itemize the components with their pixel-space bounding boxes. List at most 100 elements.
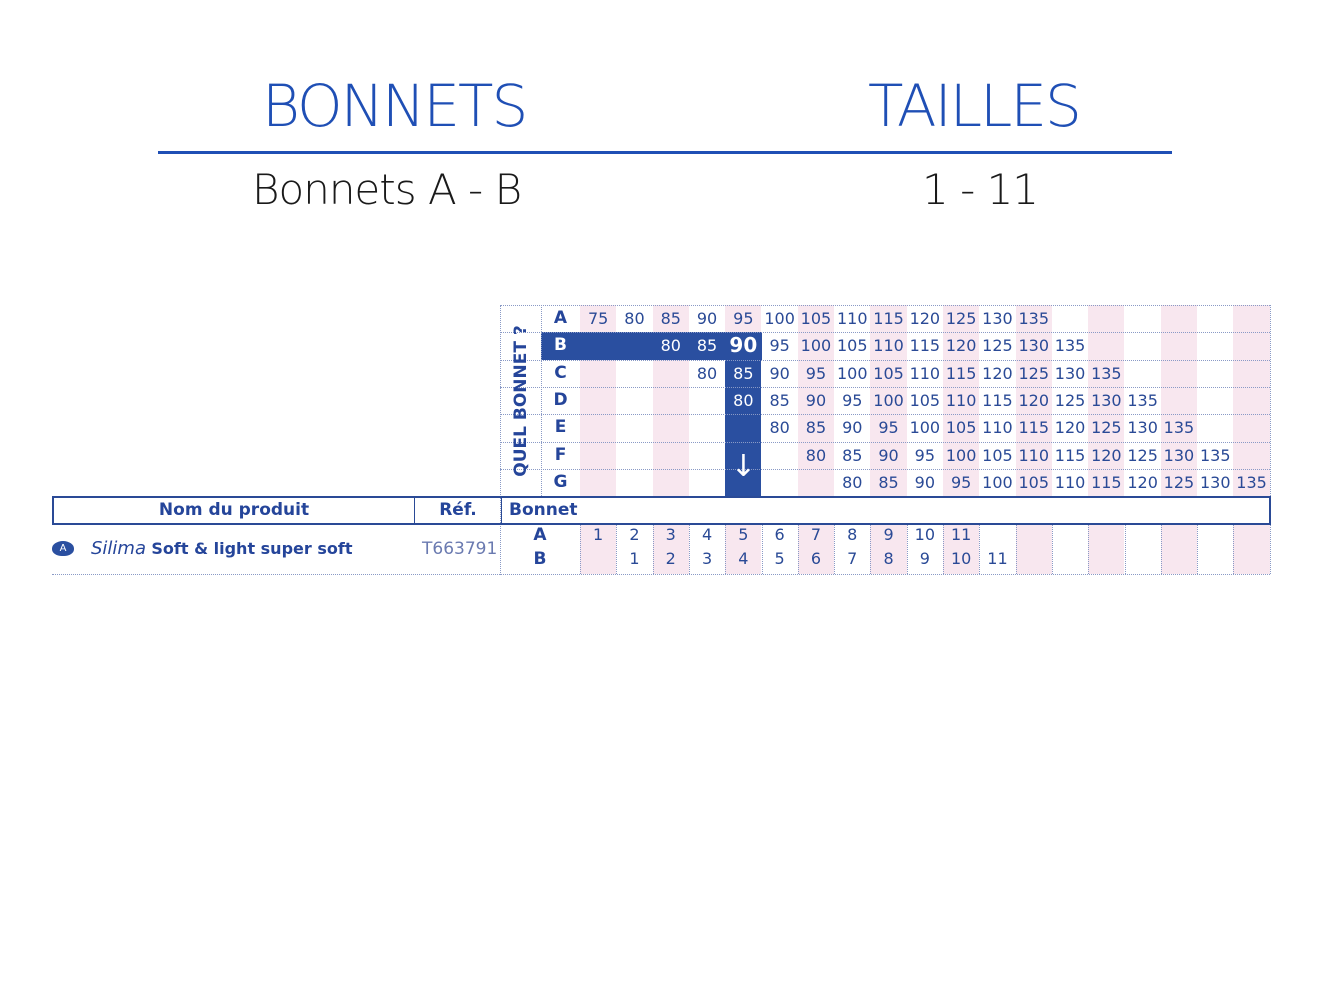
- band-size-cell: 80: [624, 309, 645, 328]
- band-size-cell: 120: [982, 363, 1013, 383]
- size-cell: 1: [629, 549, 640, 568]
- band-size-cell: 130: [1018, 336, 1050, 356]
- size-cell: 11: [987, 549, 1008, 568]
- size-cell: 11: [950, 525, 972, 544]
- band-size-cell: 120: [1018, 390, 1050, 410]
- band-size-cell: 110: [1018, 445, 1050, 465]
- size-cell: 7: [810, 525, 822, 544]
- band-size-cell: 115: [909, 336, 941, 356]
- band-size-cell: 110: [836, 309, 868, 328]
- band-size-cell: 105: [982, 445, 1013, 465]
- grid-line: [500, 305, 501, 575]
- band-size-cell: 125: [1163, 472, 1195, 492]
- band-size-cell: 120: [909, 309, 941, 328]
- band-size-cell: 80: [696, 363, 718, 383]
- band-size-cell: 135: [1199, 445, 1231, 465]
- grid-line: [500, 441, 1270, 443]
- band-size-cell: 95: [914, 445, 936, 465]
- column-stripe: [1160, 523, 1198, 574]
- size-cell: 4: [738, 549, 749, 568]
- tailles-value: 1 - 11: [922, 165, 1039, 214]
- size-cup-letter: B: [533, 549, 547, 569]
- grid-line: [688, 523, 690, 574]
- grid-line: [943, 523, 944, 574]
- band-size-cell: 100: [800, 336, 832, 356]
- band-size-cell: 95: [842, 390, 863, 410]
- band-size-cell: 125: [1054, 390, 1086, 410]
- band-size-cell: 95: [805, 363, 827, 383]
- size-cell: 1: [593, 525, 604, 544]
- band-size-cell: 115: [945, 363, 977, 383]
- column-stripe: [797, 305, 835, 497]
- grid-line: [1051, 523, 1053, 574]
- size-cell: 7: [847, 549, 858, 568]
- band-size-cell: 80: [769, 418, 790, 438]
- band-size-cell: 90: [805, 390, 827, 410]
- size-cell: 10: [950, 549, 972, 568]
- band-size-cell: 105: [836, 336, 868, 356]
- band-size-cell: 115: [873, 309, 904, 328]
- column-stripe: [1015, 305, 1052, 497]
- band-size-cell: 75: [587, 309, 609, 328]
- band-size-cell: 105: [1018, 472, 1050, 492]
- band-size-cell: 130: [1091, 390, 1122, 410]
- band-size-cell: 80: [733, 390, 754, 410]
- band-size-cell: 85: [805, 418, 827, 438]
- band-size-cell: 85: [660, 309, 681, 328]
- band-size-cell: 110: [945, 390, 977, 410]
- band-size-cell: 80: [805, 445, 827, 465]
- band-size-cell: 85: [696, 336, 718, 356]
- grid-line: [834, 523, 836, 574]
- band-size-cell: 85: [842, 445, 863, 465]
- cup-letter-c: C: [554, 362, 567, 383]
- band-size-cell: 105: [945, 418, 977, 438]
- grid-line: [616, 523, 618, 574]
- band-size-cell: 135: [1018, 309, 1050, 328]
- band-size-cell: 130: [1163, 445, 1195, 465]
- band-size-cell: 85: [733, 363, 754, 383]
- column-stripe: [652, 523, 689, 574]
- size-cup-letter: A: [533, 525, 547, 545]
- quel-bonnet-label-cell: QUEL BONNET ?: [500, 305, 541, 496]
- grid-line: [1270, 305, 1271, 497]
- band-size-cell: 130: [1127, 418, 1158, 438]
- grid-line: [580, 523, 581, 574]
- product-name-cell[interactable]: Silima Soft & light super soft: [91, 538, 352, 559]
- band-size-cell: 80: [660, 336, 681, 356]
- column-stripe: [943, 523, 980, 574]
- quel-bonnet-label: QUEL BONNET ?: [510, 324, 531, 477]
- grid-line: [1197, 523, 1199, 574]
- header-divider: [158, 151, 1172, 154]
- grid-line: [870, 523, 872, 574]
- col-ref-header: Réf.: [415, 498, 502, 523]
- band-size-cell: 90: [878, 445, 899, 465]
- band-size-cell: 90: [729, 333, 758, 358]
- col-cup-header: Bonnet: [509, 500, 578, 520]
- band-size-cell: 110: [982, 418, 1013, 438]
- tailles-title: TAILLES: [868, 72, 1082, 140]
- band-size-cell: 90: [696, 309, 718, 328]
- band-size-cell: 115: [1018, 418, 1050, 438]
- column-stripe: [870, 305, 907, 497]
- band-size-cell: 100: [909, 418, 941, 438]
- cup-letter-g: G: [553, 471, 568, 492]
- bonnets-value: Bonnets A - B: [252, 165, 522, 214]
- band-size-cell: 120: [1054, 418, 1086, 438]
- band-size-cell: 110: [909, 363, 941, 383]
- grid-line: [1233, 523, 1235, 574]
- cup-letter-d: D: [553, 389, 568, 410]
- band-size-cell: 100: [764, 309, 795, 328]
- size-cell: 6: [810, 549, 822, 568]
- band-size-cell: 85: [769, 390, 790, 410]
- size-cell: 10: [914, 525, 936, 544]
- size-cell: 9: [883, 525, 894, 544]
- table-header: Nom du produit Réf. Bonnet: [52, 496, 1271, 525]
- band-size-cell: 95: [878, 418, 899, 438]
- band-size-cell: 120: [945, 336, 977, 356]
- band-size-cell: 90: [914, 472, 936, 492]
- band-size-cell: 115: [982, 390, 1013, 410]
- band-size-cell: 105: [800, 309, 832, 328]
- band-size-cell: 125: [945, 309, 977, 328]
- size-cell: 6: [774, 525, 785, 544]
- size-cell: 5: [774, 549, 785, 568]
